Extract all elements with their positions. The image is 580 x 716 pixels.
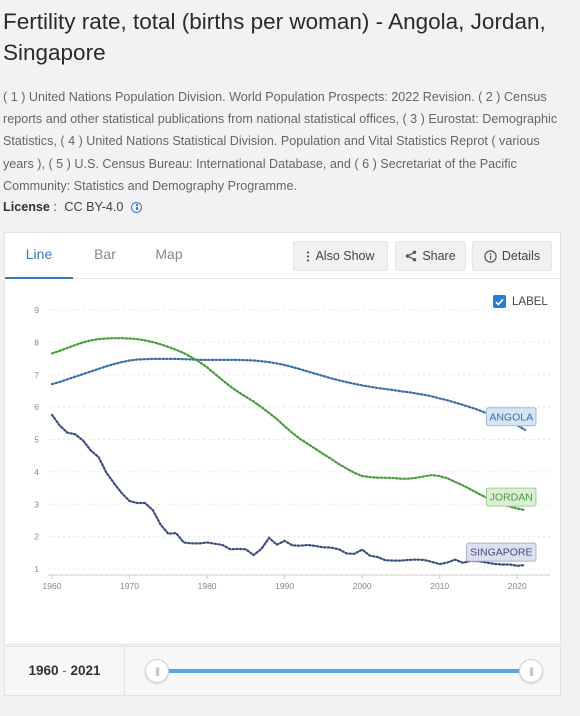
label-toggle[interactable]: LABEL bbox=[493, 295, 548, 308]
chart-card: Line Bar Map Also Show Share Details LAB… bbox=[4, 232, 561, 645]
year-range-panel: 1960 - 2021 ||| ||| bbox=[4, 646, 561, 696]
y-tick-label: 9 bbox=[34, 305, 39, 315]
checkbox-checked-icon[interactable] bbox=[493, 295, 506, 308]
share-icon bbox=[405, 250, 417, 262]
vertical-ellipsis-icon bbox=[306, 250, 310, 262]
grip-icon: ||| bbox=[154, 666, 160, 676]
x-tick-label: 1970 bbox=[120, 581, 139, 591]
license-line: License : CC BY-4.0 bbox=[3, 200, 143, 214]
series-label-box bbox=[485, 407, 537, 427]
tab-line[interactable]: Line bbox=[5, 233, 73, 279]
range-end-handle[interactable]: ||| bbox=[519, 659, 543, 683]
also-show-label: Also Show bbox=[315, 249, 375, 263]
y-tick-label: 8 bbox=[34, 337, 39, 347]
series-line-singapore[interactable] bbox=[50, 413, 527, 567]
license-separator: : bbox=[49, 200, 61, 214]
range-end: 2021 bbox=[70, 663, 101, 678]
x-tick-label: 1980 bbox=[198, 581, 217, 591]
year-range-label: 1960 - 2021 bbox=[5, 647, 125, 695]
tab-map[interactable]: Map bbox=[155, 246, 183, 262]
source-notes: ( 1 ) United Nations Population Division… bbox=[3, 90, 558, 193]
series-label-jordan: JORDAN bbox=[490, 492, 533, 504]
range-separator: - bbox=[58, 663, 71, 678]
details-button[interactable]: Details bbox=[472, 241, 552, 271]
tab-bar-chart[interactable]: Bar bbox=[94, 246, 116, 262]
series-line-angola[interactable] bbox=[50, 357, 527, 431]
also-show-button[interactable]: Also Show bbox=[293, 241, 388, 271]
license-value: CC BY-4.0 bbox=[64, 200, 124, 214]
page-title: Fertility rate, total (births per woman)… bbox=[3, 9, 546, 65]
label-toggle-text: LABEL bbox=[512, 295, 548, 308]
x-tick-label: 2000 bbox=[353, 581, 372, 591]
x-tick-label: 2020 bbox=[508, 581, 527, 591]
license-label: License bbox=[3, 200, 50, 214]
series-label-box bbox=[466, 542, 537, 562]
share-label: Share bbox=[422, 249, 456, 263]
range-start: 1960 bbox=[28, 663, 59, 678]
series-label-angola: ANGOLA bbox=[489, 411, 533, 423]
line-chart: 1 2 3 4 5 6 7 8 9 1960 1970 1980 1990 2000 2010 2020 ANG… bbox=[34, 305, 550, 591]
series-line-jordan[interactable] bbox=[50, 337, 527, 512]
share-button[interactable]: Share bbox=[395, 241, 466, 271]
y-tick-label: 2 bbox=[34, 532, 39, 542]
y-tick-label: 1 bbox=[34, 564, 39, 574]
info-icon[interactable] bbox=[131, 201, 143, 213]
x-tick-label: 1990 bbox=[275, 581, 294, 591]
x-tick-label: 1960 bbox=[43, 581, 62, 591]
y-tick-label: 6 bbox=[34, 402, 39, 412]
tab-bar: Line Bar Map Also Show Share Details bbox=[5, 233, 560, 279]
y-tick-label: 7 bbox=[34, 370, 39, 380]
details-label: Details bbox=[501, 249, 541, 263]
y-tick-label: 5 bbox=[34, 435, 39, 445]
series-label-singapore: SINGAPORE bbox=[470, 547, 532, 559]
grip-icon: ||| bbox=[528, 666, 534, 676]
y-tick-label: 4 bbox=[34, 467, 39, 477]
info-circle-icon bbox=[484, 249, 497, 263]
series-label-box bbox=[485, 487, 537, 507]
y-tick-label: 3 bbox=[34, 499, 39, 509]
range-start-handle[interactable]: ||| bbox=[145, 659, 169, 683]
range-slider-track[interactable] bbox=[157, 669, 537, 673]
x-tick-label: 2010 bbox=[430, 581, 449, 591]
